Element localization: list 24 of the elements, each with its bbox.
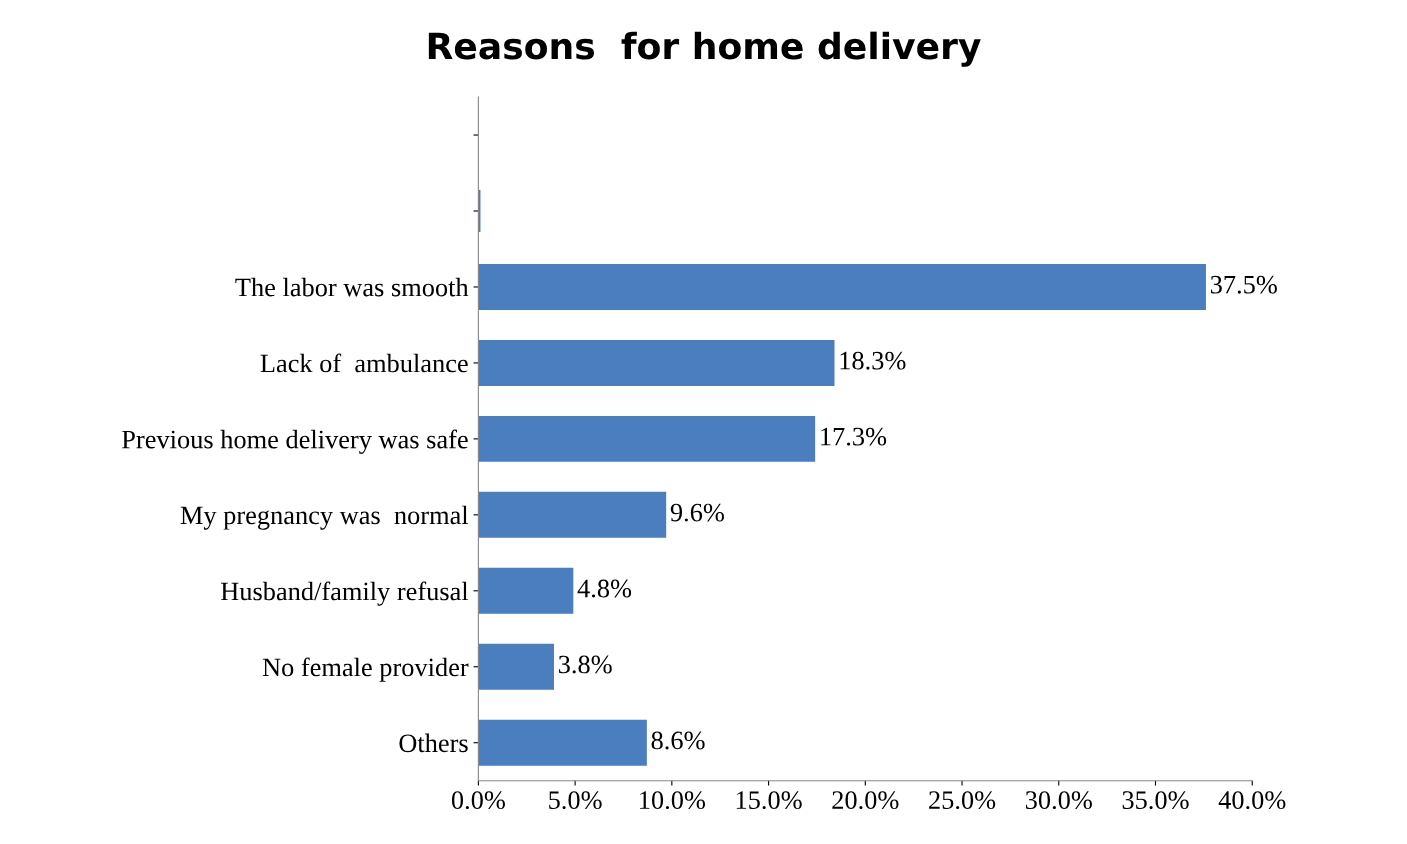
x-tick-label: 15.0% — [736, 791, 802, 810]
data-label: 3.8% — [558, 655, 612, 674]
y-tick-label: Others — [399, 733, 468, 753]
y-tick-label: No female provider — [262, 657, 469, 682]
x-tick-label: 20.0% — [832, 791, 899, 810]
y-tick-label: My pregnancy was normal — [180, 505, 469, 530]
x-tick-label: 35.0% — [1122, 791, 1189, 810]
x-tick-label: 5.0% — [549, 791, 602, 810]
data-label: 9.6% — [670, 503, 724, 522]
x-tick-label: 10.0% — [640, 791, 706, 810]
y-tick-label: Lack of ambulance — [260, 353, 468, 373]
x-tick-label: 0.0% — [451, 791, 505, 810]
data-label: 37.5% — [1210, 275, 1277, 294]
data-label: 8.6% — [651, 731, 705, 750]
x-tick-label: 30.0% — [1025, 791, 1092, 810]
x-tick-label: 40.0% — [1218, 791, 1286, 810]
y-tick-label: The labor was smooth — [235, 277, 469, 297]
data-label: 17.3% — [821, 427, 887, 446]
y-tick-label: Husband/family refusal — [220, 581, 469, 606]
y-tick-label: Previous home delivery was safe — [122, 429, 468, 454]
chart-title: Reasons for home delivery — [428, 31, 981, 67]
data-label: 18.3% — [840, 351, 906, 370]
data-label: 4.8% — [577, 579, 632, 598]
x-tick-label: 25.0% — [929, 791, 996, 810]
